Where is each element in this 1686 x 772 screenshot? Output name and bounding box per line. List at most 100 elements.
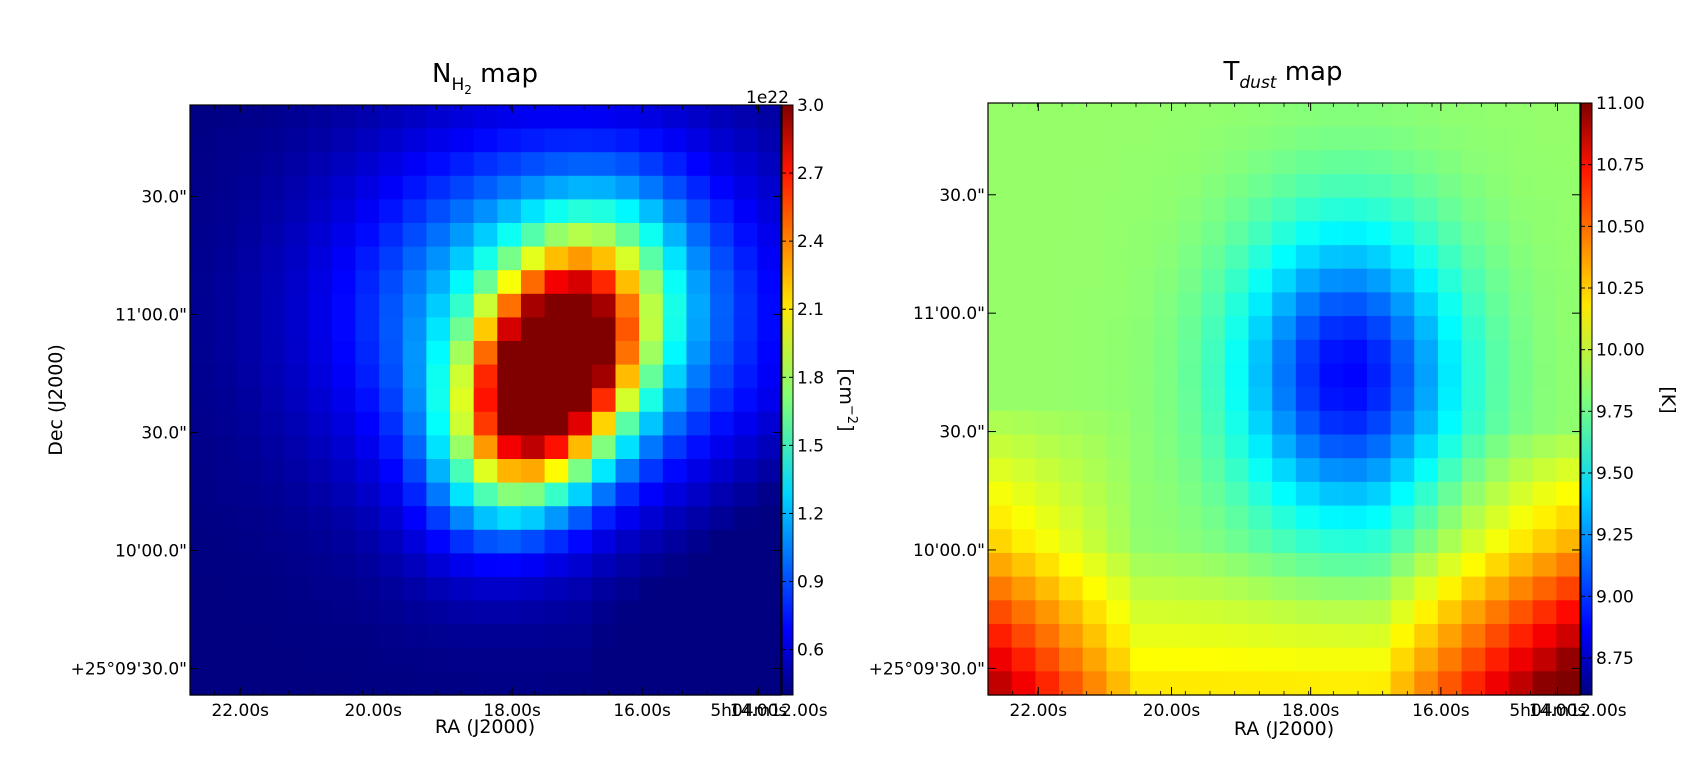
heatmap-cell: [757, 364, 782, 389]
heatmap-cell: [1201, 505, 1226, 530]
heatmap-cell: [615, 223, 640, 248]
heatmap-cell: [1437, 150, 1463, 175]
heatmap-cell: [1319, 197, 1344, 222]
heatmap-cell: [1366, 339, 1392, 365]
heatmap-cell: [520, 506, 546, 531]
heatmap-cell: [591, 647, 617, 672]
heatmap-cell: [1059, 481, 1084, 507]
heatmap-cell: [1414, 505, 1439, 530]
heatmap-cell: [1248, 552, 1273, 578]
heatmap-cell: [1556, 458, 1581, 483]
heatmap-cell: [520, 105, 546, 130]
heatmap-cell: [757, 671, 782, 696]
heatmap-cell: [639, 435, 664, 460]
heatmap-cell: [1508, 268, 1534, 294]
heatmap-cell: [497, 341, 522, 366]
heatmap-cell: [284, 459, 309, 484]
heatmap-cell: [568, 671, 593, 696]
heatmap-cell: [1059, 600, 1084, 625]
heatmap-cell: [1272, 221, 1297, 246]
heatmap-cell: [1035, 387, 1060, 412]
heatmap-cell: [1082, 434, 1107, 459]
heatmap-cell: [733, 152, 758, 177]
heatmap-cell: [988, 126, 1013, 151]
heatmap-cell: [213, 341, 238, 366]
heatmap-cell: [308, 246, 333, 271]
heatmap-cell: [520, 577, 546, 602]
heatmap-cell: [284, 553, 309, 578]
heatmap-cell: [1011, 671, 1036, 696]
heatmap-cell: [1130, 576, 1155, 601]
heatmap-cell: [1082, 126, 1107, 151]
heatmap-cell: [190, 128, 215, 153]
heatmap-cell: [1532, 150, 1557, 175]
heatmap-cell: [1035, 576, 1060, 601]
heatmap-cell: [662, 175, 688, 200]
heatmap-cell: [710, 506, 735, 531]
heatmap-cell: [402, 293, 427, 318]
heatmap-cell: [450, 411, 475, 436]
heatmap-cell: [568, 624, 593, 649]
x-tick-label: 18.00s: [483, 701, 541, 721]
heatmap-cell: [1461, 363, 1486, 388]
heatmap-cell: [1437, 221, 1463, 246]
heatmap-cell: [591, 270, 617, 295]
heatmap-cell: [710, 175, 735, 200]
heatmap-cell: [686, 223, 711, 248]
heatmap-cell: [591, 317, 617, 342]
x-tick-label: 18.00s: [1282, 701, 1340, 721]
heatmap-cell: [710, 647, 735, 672]
heatmap-cell: [213, 223, 238, 248]
heatmap-cell: [284, 128, 309, 153]
heatmap-cell: [355, 246, 380, 271]
heatmap-cell: [308, 647, 333, 672]
heatmap-cell: [710, 577, 735, 602]
heatmap-cell: [1485, 600, 1510, 625]
heatmap-cell: [568, 199, 593, 224]
heatmap-cell: [1485, 458, 1510, 483]
heatmap-cell: [1106, 292, 1131, 317]
heatmap-cell: [757, 246, 782, 271]
heatmap-cell: [308, 624, 333, 649]
heatmap-cell: [426, 105, 451, 130]
heatmap-cell: [568, 223, 593, 248]
heatmap-cell: [1414, 339, 1439, 365]
heatmap-cell: [1485, 647, 1510, 672]
heatmap-cell: [988, 576, 1013, 601]
heatmap-cell: [1390, 410, 1415, 436]
heatmap-cell: [213, 246, 238, 271]
heatmap-cell: [1366, 410, 1392, 436]
heatmap-cell: [1201, 434, 1226, 459]
heatmap-cell: [1485, 339, 1510, 365]
heatmap-cell: [1224, 434, 1250, 459]
heatmap-cell: [662, 553, 688, 578]
heatmap-cell: [1366, 292, 1392, 317]
heatmap-cell: [497, 435, 522, 460]
heatmap-cell: [1224, 387, 1250, 412]
heatmap-cell: [450, 435, 475, 460]
heatmap-cell: [473, 435, 498, 460]
heatmap-cell: [379, 624, 404, 649]
heatmap-cell: [1295, 410, 1321, 436]
heatmap-cell: [355, 341, 380, 366]
heatmap-cell: [1130, 387, 1155, 412]
heatmap-cell: [1201, 671, 1226, 696]
heatmap-cell: [1390, 623, 1415, 649]
heatmap-cell: [1390, 529, 1415, 554]
heatmap-cell: [402, 577, 427, 602]
heatmap-cell: [260, 105, 286, 130]
heatmap-cell: [1035, 150, 1060, 175]
colorbar-tick-label: 1.8: [797, 368, 824, 388]
heatmap-cell: [1201, 623, 1226, 649]
heatmap-cell: [1437, 458, 1463, 483]
tdust-xlabel: RA (J2000): [1234, 718, 1334, 740]
heatmap-cell: [450, 175, 475, 200]
heatmap-cell: [426, 388, 451, 413]
heatmap-cell: [237, 223, 262, 248]
heatmap-cell: [1059, 221, 1084, 246]
heatmap-cell: [237, 600, 262, 625]
colorbar-tick-label: 9.50: [1596, 464, 1634, 484]
heatmap-cell: [662, 506, 688, 531]
heatmap-cell: [1390, 126, 1415, 151]
heatmap-cell: [379, 246, 404, 271]
